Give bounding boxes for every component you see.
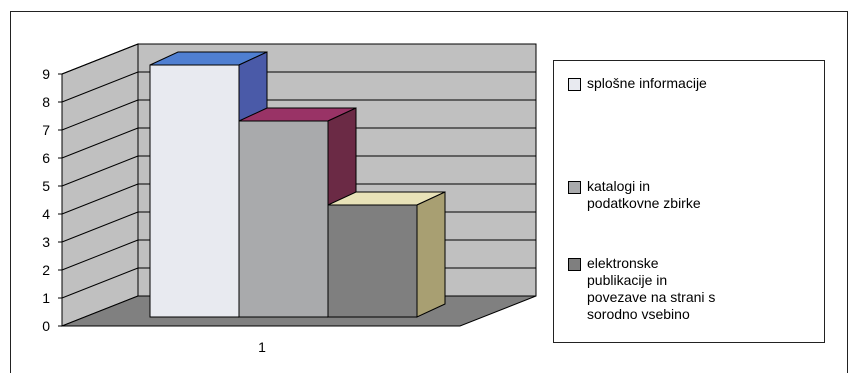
legend-item-0: splošne informacije — [568, 75, 787, 92]
legend-swatch-2 — [568, 258, 581, 271]
gridline-side-5 — [61, 155, 139, 187]
legend-label-0: splošne informacije — [587, 75, 707, 91]
y-tick-label-4: 4 — [42, 206, 50, 222]
y-tick-label-1: 1 — [42, 290, 50, 306]
legend-swatch-1 — [568, 181, 581, 194]
bar-side-2 — [416, 191, 446, 318]
legend-item-1: katalogi in podatkovne zbirke — [568, 178, 787, 212]
gridline-side-4 — [61, 183, 139, 215]
legend-label-2: elektronske publikacije in povezave na s… — [587, 255, 716, 322]
legend: splošne informacije katalogi in podatkov… — [553, 60, 825, 343]
y-tick-label-7: 7 — [42, 122, 50, 138]
gridline-side-8 — [61, 71, 139, 103]
gridline-side-7 — [61, 99, 139, 131]
y-tick-label-3: 3 — [42, 234, 50, 250]
gridline-side-3 — [61, 211, 139, 243]
y-tick-label-0: 0 — [42, 318, 50, 334]
y-tick-label-2: 2 — [42, 262, 50, 278]
gridline-side-1 — [61, 267, 139, 299]
side-wall — [61, 43, 139, 327]
x-tick-label-0: 1 — [258, 339, 266, 355]
gridline-side-9 — [61, 43, 139, 75]
legend-label-1: katalogi in podatkovne zbirke — [587, 178, 701, 211]
y-tick-label-6: 6 — [42, 150, 50, 166]
gridline-side-2 — [61, 239, 139, 271]
legend-swatch-0 — [568, 78, 581, 91]
bar-front-1 — [238, 120, 329, 318]
y-tick-label-8: 8 — [42, 94, 50, 110]
y-tick-label-5: 5 — [42, 178, 50, 194]
legend-item-2: elektronske publikacije in povezave na s… — [568, 255, 787, 323]
y-tick-label-9: 9 — [42, 66, 50, 82]
bar-front-0 — [149, 64, 240, 318]
gridline-side-6 — [61, 127, 139, 159]
bar-front-2 — [327, 204, 418, 318]
